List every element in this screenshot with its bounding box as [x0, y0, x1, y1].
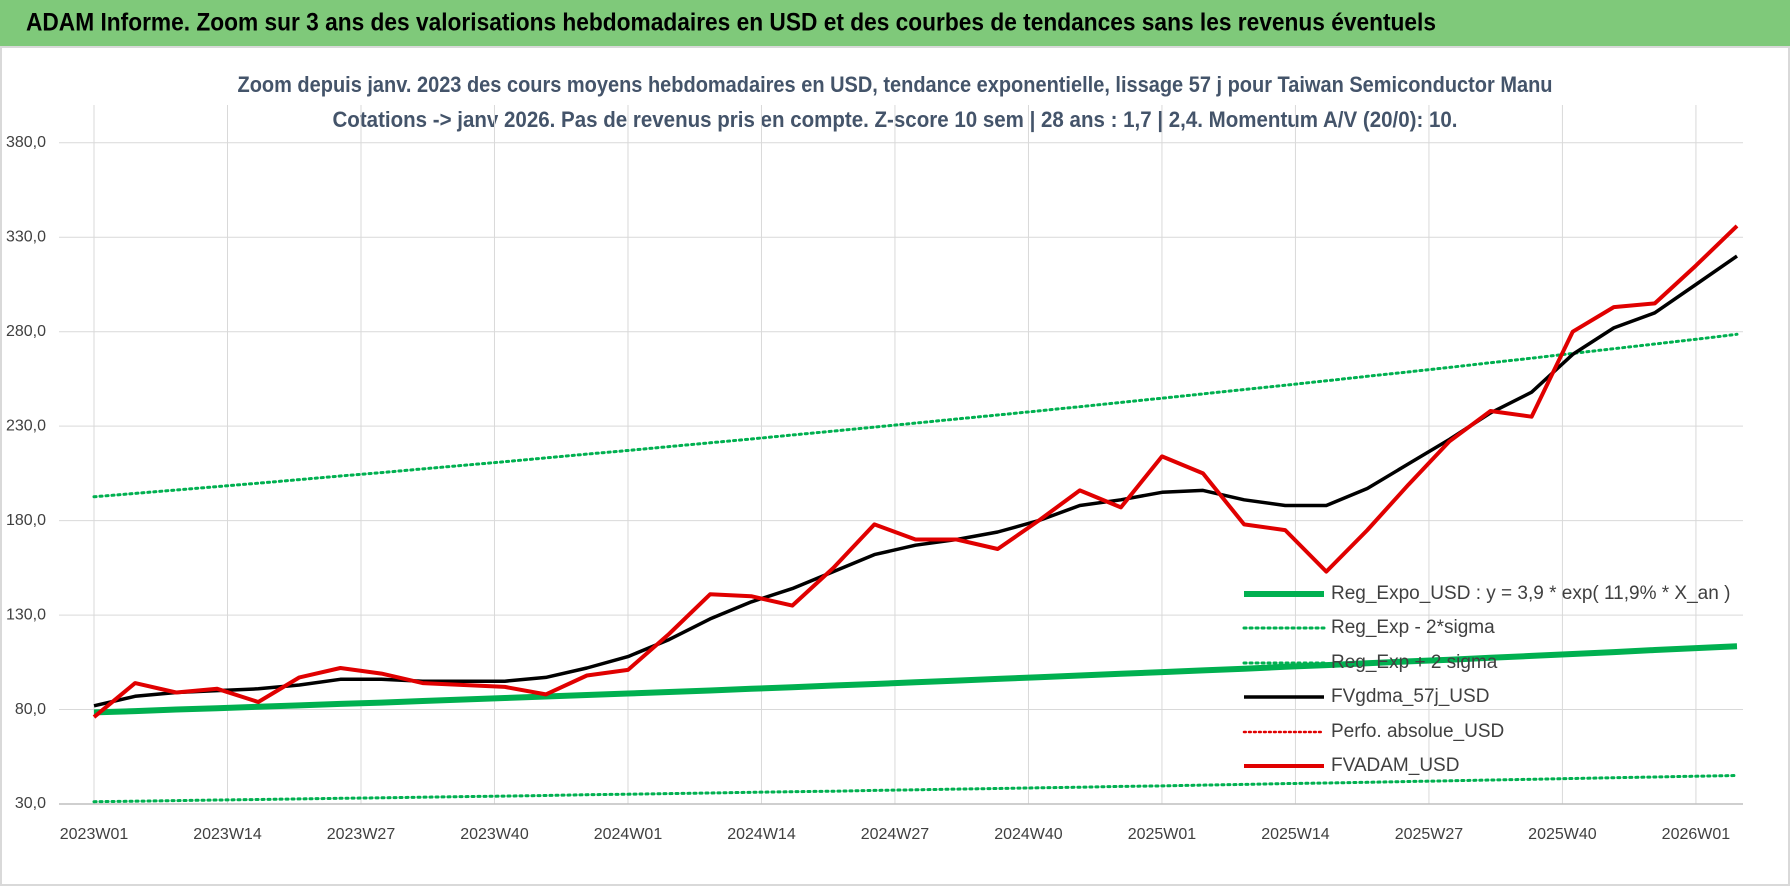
- x-tick-label: 2023W40: [460, 826, 529, 843]
- series-line: [92, 774, 1739, 804]
- x-tick-label: 2023W27: [327, 826, 396, 843]
- y-tick-label: 80,0: [15, 701, 46, 718]
- x-tick-label: 2025W27: [1395, 826, 1464, 843]
- x-tick-label: 2025W01: [1128, 826, 1197, 843]
- legend-label: Reg_Exp + 2 sigma: [1331, 652, 1498, 673]
- series-line: [93, 643, 1738, 716]
- series-line: [93, 254, 1738, 708]
- x-tick-label: 2024W40: [994, 826, 1063, 843]
- y-tick-label: 330,0: [6, 228, 46, 245]
- x-tick-label: 2025W14: [1261, 826, 1330, 843]
- y-tick-label: 230,0: [6, 417, 46, 434]
- chart-title: Zoom depuis janv. 2023 des cours moyens …: [238, 72, 1553, 97]
- y-tick-label: 180,0: [6, 512, 46, 529]
- y-tick-label: 130,0: [6, 606, 46, 623]
- legend-label: Perfo. absolue_USD: [1331, 721, 1504, 742]
- chart-frame: [0, 46, 1790, 886]
- y-tick-label: 30,0: [15, 795, 46, 812]
- x-tick-label: 2024W27: [861, 826, 930, 843]
- x-tick-label: 2023W01: [60, 826, 129, 843]
- header-title: ADAM Informe. Zoom sur 3 ans des valoris…: [26, 9, 1436, 37]
- legend-label: Reg_Expo_USD : y = 3,9 * exp( 11,9% * X_…: [1331, 583, 1730, 604]
- header-bar: [0, 0, 1790, 46]
- series-line: [92, 332, 1739, 499]
- legend-label: Reg_Exp - 2*sigma: [1331, 617, 1495, 638]
- y-tick-label: 280,0: [6, 323, 46, 340]
- x-tick-label: 2023W14: [193, 826, 262, 843]
- x-tick-label: 2026W01: [1662, 826, 1731, 843]
- x-tick-label: 2024W01: [594, 826, 663, 843]
- x-tick-label: 2025W40: [1528, 826, 1597, 843]
- legend-label: FVgdma_57j_USD: [1331, 686, 1489, 707]
- legend-label: FVADAM_USD: [1331, 755, 1459, 776]
- plot-area: 30,0 80,0 130,0 180,0 230,0 280,0 330,0 380,0 20…: [6, 105, 1743, 843]
- y-tick-label: 380,0: [6, 134, 46, 151]
- series-line: [92, 224, 1739, 719]
- x-tick-label: 2024W14: [727, 826, 796, 843]
